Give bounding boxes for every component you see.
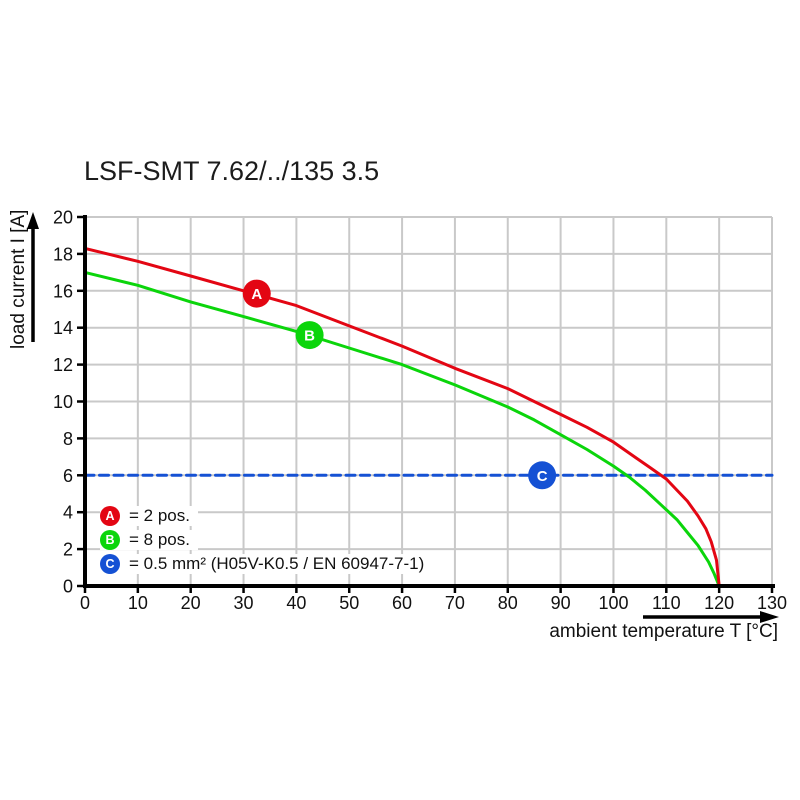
- y-tick-label: 16: [53, 281, 73, 301]
- x-tick-label: 30: [234, 593, 254, 613]
- y-tick-label: 10: [53, 392, 73, 412]
- curve-marker-C: [528, 461, 557, 490]
- x-tick-label: 60: [392, 593, 412, 613]
- y-tick-label: 20: [53, 208, 73, 228]
- x-tick-label: 90: [551, 593, 571, 613]
- x-tick-label: 10: [128, 593, 148, 613]
- x-tick-label: 0: [80, 593, 90, 613]
- y-tick-label: 14: [53, 318, 73, 338]
- x-tick-label: 20: [181, 593, 201, 613]
- legend-item-a: A = 2 pos.: [100, 506, 198, 526]
- y-tick-label: 6: [63, 466, 73, 486]
- legend-marker-a-icon: A: [100, 506, 120, 526]
- series-A-curve: [83, 246, 721, 588]
- y-tick-label: 2: [63, 540, 73, 560]
- y-tick-label: 4: [63, 503, 73, 523]
- legend-marker-c-icon: C: [100, 554, 120, 574]
- x-tick-label: 50: [339, 593, 359, 613]
- x-tick-label: 110: [652, 593, 681, 613]
- x-tick-label: 100: [598, 593, 628, 613]
- x-tick-label: 130: [757, 593, 787, 613]
- y-tick-label: 18: [53, 244, 73, 264]
- curve-marker-A-letter: A: [251, 286, 262, 303]
- curve-marker-B-letter: B: [304, 328, 315, 345]
- legend-marker-b-icon: B: [100, 530, 120, 550]
- y-tick-label: 12: [53, 355, 73, 375]
- chart-title: LSF-SMT 7.62/../135 3.5: [84, 156, 380, 186]
- y-tick-label: 8: [63, 429, 73, 449]
- legend-label-a: = 2 pos.: [129, 506, 190, 525]
- legend-label-b: = 8 pos.: [129, 530, 190, 549]
- x-tick-label: 120: [704, 593, 734, 613]
- x-axis-arrow-icon: [643, 611, 779, 623]
- curve-marker-C-letter: C: [537, 468, 548, 485]
- x-tick-label: 40: [286, 593, 306, 613]
- curve-marker-B: [295, 321, 324, 350]
- legend-item-c: C = 0.5 mm² (H05V-K0.5 / EN 60947-7-1): [100, 554, 433, 574]
- legend-label-c: = 0.5 mm² (H05V-K0.5 / EN 60947-7-1): [129, 554, 425, 573]
- y-tick-label: 0: [63, 577, 73, 597]
- legend: A = 2 pos. B = 8 pos. C = 0.5 mm² (H05V-…: [100, 506, 433, 578]
- x-tick-label: 70: [445, 593, 465, 613]
- curve-marker-A: [242, 279, 271, 308]
- y-axis-arrow-icon: [27, 212, 39, 342]
- legend-item-b: B = 8 pos.: [100, 530, 198, 550]
- x-tick-label: 80: [498, 593, 518, 613]
- series-B-curve: [83, 270, 721, 588]
- x-axis-label: ambient temperature T [°C]: [549, 621, 778, 642]
